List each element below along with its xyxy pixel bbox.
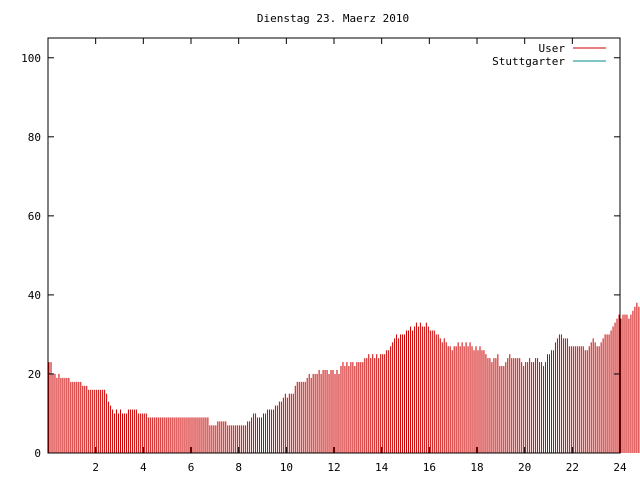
- x-tick-label: 12: [327, 461, 340, 474]
- legend-label: Stuttgarter: [492, 55, 565, 68]
- x-tick-label: 20: [518, 461, 531, 474]
- x-tick-label: 10: [280, 461, 293, 474]
- y-tick-label: 80: [28, 131, 41, 144]
- chart-title: Dienstag 23. Maerz 2010: [257, 12, 409, 25]
- y-tick-label: 40: [28, 289, 41, 302]
- bars-group: [48, 302, 640, 453]
- x-tick-label: 14: [375, 461, 389, 474]
- x-tick-label: 18: [470, 461, 483, 474]
- x-tick-label: 8: [235, 461, 242, 474]
- x-tick-label: 16: [423, 461, 436, 474]
- x-tick-label: 22: [566, 461, 579, 474]
- x-tick-label: 24: [613, 461, 627, 474]
- legend-label: User: [539, 42, 566, 55]
- y-tick-label: 60: [28, 210, 41, 223]
- plot-frame: [47, 37, 621, 454]
- y-tick-label: 20: [28, 368, 41, 381]
- x-tick-label: 4: [140, 461, 147, 474]
- y-tick-label: 0: [34, 447, 41, 460]
- x-tick-label: 2: [92, 461, 99, 474]
- y-tick-label: 100: [21, 52, 41, 65]
- x-tick-label: 6: [188, 461, 195, 474]
